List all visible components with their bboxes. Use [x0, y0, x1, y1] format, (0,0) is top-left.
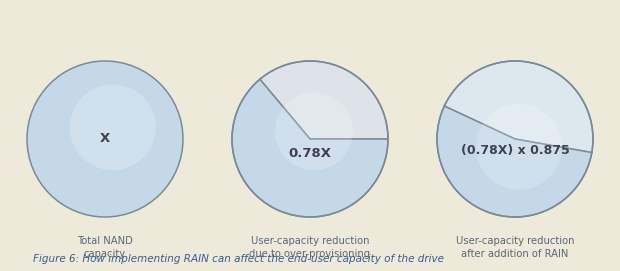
Text: Figure 6: How implementing RAIN can affect the end-user capacity of the drive: Figure 6: How implementing RAIN can affe…	[33, 254, 444, 264]
Text: X: X	[100, 133, 110, 146]
Wedge shape	[437, 106, 592, 217]
Wedge shape	[232, 79, 388, 217]
Text: User-capacity reduction
due to over-provisioning: User-capacity reduction due to over-prov…	[249, 236, 371, 259]
Text: (0.78X) x 0.875: (0.78X) x 0.875	[461, 144, 569, 157]
Text: User-capacity reduction
after addition of RAIN: User-capacity reduction after addition o…	[456, 236, 574, 259]
Circle shape	[476, 104, 562, 190]
Wedge shape	[260, 61, 388, 139]
Circle shape	[275, 92, 353, 170]
Circle shape	[27, 61, 183, 217]
Wedge shape	[445, 61, 593, 153]
Circle shape	[70, 84, 156, 170]
Text: Total NAND
capacity: Total NAND capacity	[77, 236, 133, 259]
Text: 0.78X: 0.78X	[288, 147, 332, 160]
